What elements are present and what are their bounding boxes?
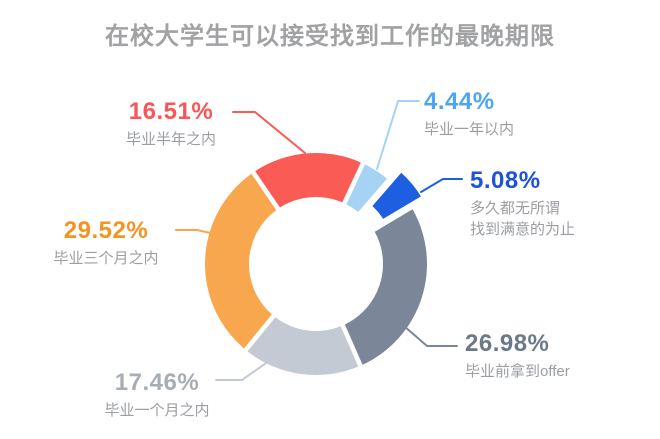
- slice-name: 毕业半年之内: [125, 131, 216, 149]
- slice-label-within-one-year: 4.44% 毕业一年以内: [424, 88, 515, 141]
- slice-name: 毕业前拿到offer: [465, 363, 570, 381]
- slice-label-within-one-month: 17.46% 毕业一个月之内: [96, 369, 218, 422]
- leader-line-1: [420, 178, 463, 193]
- slice-name: 毕业一年以内: [424, 121, 515, 139]
- chart-title: 在校大学生可以接受找到工作的最晚期限: [105, 23, 555, 50]
- leader-line-5: [232, 111, 306, 154]
- pie-slice-1[interactable]: [372, 172, 421, 219]
- slice-percent: 16.51%: [128, 98, 214, 125]
- leader-line-2: [403, 325, 458, 347]
- pie-slice-2[interactable]: [344, 209, 427, 365]
- slice-percent: 26.98%: [465, 330, 550, 357]
- leader-line-0: [376, 100, 420, 170]
- slice-name: 毕业三个月之内: [53, 250, 159, 268]
- slice-label-offer-before-graduation: 26.98% 毕业前拿到offer: [465, 330, 570, 383]
- pie-slice-4[interactable]: [205, 173, 277, 349]
- pie-slice-3[interactable]: [247, 317, 359, 375]
- leader-line-3: [215, 360, 270, 381]
- slice-percent: 17.46%: [114, 369, 200, 396]
- slice-name: 多久都无所谓 找到满意的为止: [470, 200, 576, 238]
- slice-label-within-three-months: 29.52% 毕业三个月之内: [45, 217, 167, 270]
- slice-percent: 4.44%: [424, 88, 495, 115]
- slice-percent: 29.52%: [63, 217, 149, 244]
- leader-line-4: [175, 229, 216, 235]
- pie-slice-0[interactable]: [346, 164, 388, 212]
- slice-label-no-deadline: 5.08% 多久都无所谓 找到满意的为止: [470, 167, 576, 240]
- slice-percent: 5.08%: [470, 167, 541, 194]
- pie-slice-5[interactable]: [255, 152, 361, 208]
- slice-label-within-half-year: 16.51% 毕业半年之内: [112, 98, 230, 151]
- slice-name: 毕业一个月之内: [104, 402, 210, 420]
